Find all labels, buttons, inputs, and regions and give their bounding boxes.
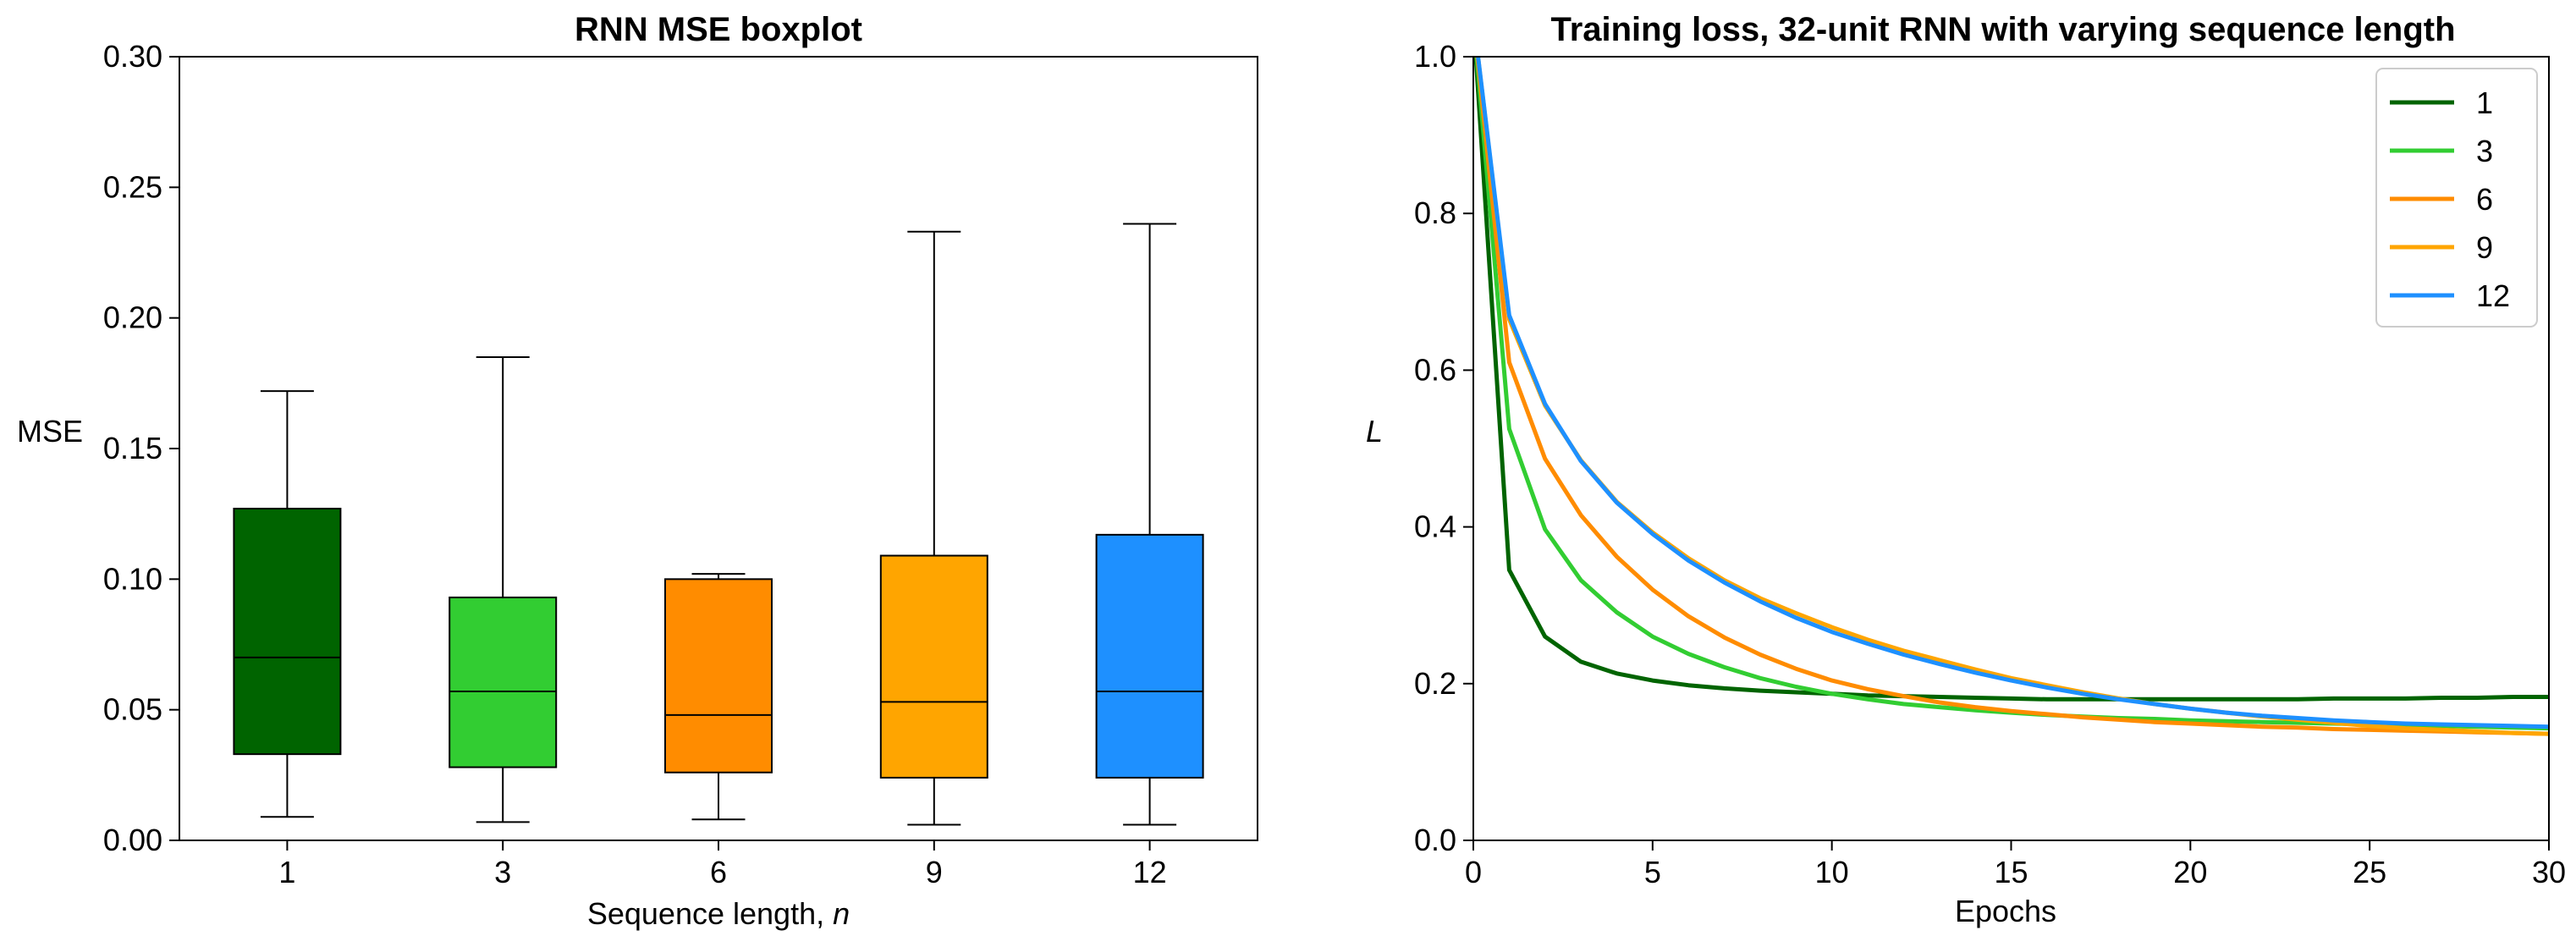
- boxplot-xtick-label: 12: [1133, 855, 1167, 889]
- loss-ytick-label: 0.4: [1414, 509, 1456, 544]
- loss-frame: [1472, 56, 2550, 841]
- loss-xtick-label: 25: [2353, 855, 2386, 889]
- boxplot-box: [449, 596, 558, 768]
- boxplot-ytick-label: 0.05: [103, 692, 162, 727]
- boxplot-box: [1095, 533, 1204, 779]
- loss-xtick-label: 30: [2532, 855, 2566, 889]
- loss-legend-box: [2375, 68, 2538, 328]
- boxplot-xlabel-variable: n: [833, 896, 850, 931]
- boxplot-xtick-label: 1: [278, 855, 295, 889]
- loss-legend: 1 3 6 9 12: [2375, 68, 2538, 328]
- boxplot-ytick-label: 0.00: [103, 823, 162, 857]
- loss-xtick-label: 10: [1815, 855, 1849, 889]
- boxplot-xlabel-text: Sequence length,: [587, 896, 833, 931]
- boxplot-box: [664, 578, 773, 774]
- loss-legend-label-6: 6: [2476, 182, 2493, 217]
- loss-ytick-label: 1.0: [1414, 39, 1456, 74]
- boxplot-xlabel: Sequence length, n: [587, 896, 850, 931]
- loss-title: Training loss, 32-unit RNN with varying …: [1550, 11, 2455, 48]
- loss-series-line-6: [1475, 57, 2549, 736]
- loss-legend-label-12: 12: [2476, 278, 2510, 313]
- loss-ytick-label: 0.0: [1414, 823, 1456, 857]
- boxplot-frame: [179, 56, 1258, 841]
- loss-ytick-label: 0.2: [1414, 666, 1456, 701]
- loss-xlabel: Epochs: [1955, 894, 2056, 928]
- boxplot-box: [879, 554, 988, 779]
- loss-series-line-12: [1476, 57, 2549, 730]
- boxplot-xtick-label: 3: [494, 855, 511, 889]
- loss-legend-label-1: 1: [2476, 85, 2493, 120]
- boxplot-xtick-label: 9: [926, 855, 943, 889]
- loss-xtick-label: 0: [1465, 855, 1482, 889]
- loss-series-group: [1473, 57, 2549, 736]
- boxplot-ytick-label: 0.30: [103, 39, 162, 74]
- loss-xtick-label: 20: [2173, 855, 2207, 889]
- boxplot-ytick-label: 0.15: [103, 431, 162, 465]
- loss-legend-label-9: 9: [2476, 230, 2493, 265]
- loss-plot-area: 0.0 0.2 0.4 0.6 0.8 1.0 0 5 10 15 20 25 30: [1414, 39, 2566, 889]
- loss-xtick-label: 15: [1994, 855, 2028, 889]
- boxplot-ytick-label: 0.10: [103, 561, 162, 596]
- boxplot-plot-area: 0.00 0.05 0.10 0.15 0.20 0.25 0.30 1 3 6 9 12: [103, 39, 1258, 889]
- loss-legend-label-3: 3: [2476, 134, 2493, 168]
- boxplot-title: RNN MSE boxplot: [575, 11, 862, 48]
- boxplot-xtick-label: 6: [710, 855, 727, 889]
- boxplot-ylabel: MSE: [17, 414, 83, 449]
- loss-ytick-label: 0.8: [1414, 195, 1456, 230]
- boxplot-ytick-label: 0.20: [103, 300, 162, 335]
- loss-series-line-1: [1473, 57, 2549, 702]
- boxplot-box: [233, 507, 342, 756]
- boxplot-panel: RNN MSE boxplot 0.00 0.05 0.10 0.15 0.20 0.25…: [17, 11, 1258, 931]
- loss-ytick-label: 0.6: [1414, 352, 1456, 387]
- boxplot-ytick-label: 0.25: [103, 169, 162, 204]
- loss-xtick-label: 5: [1644, 855, 1661, 889]
- loss-ylabel: L: [1366, 414, 1383, 449]
- loss-panel: Training loss, 32-unit RNN with varying …: [1366, 11, 2566, 928]
